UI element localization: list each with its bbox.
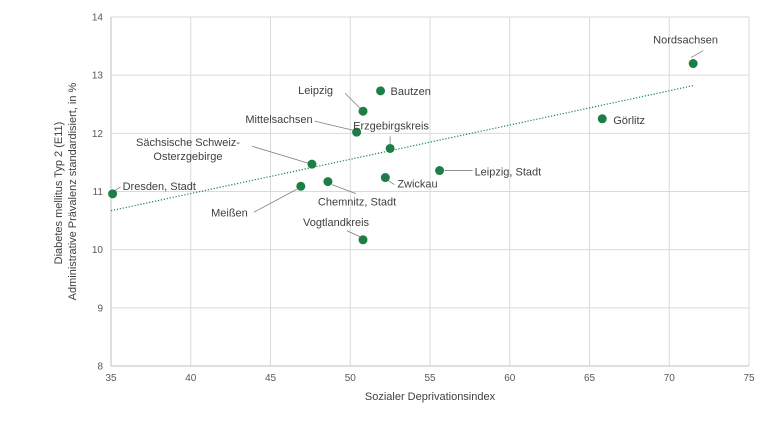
data-point xyxy=(435,166,445,176)
y-axis-title-line-1: Diabetes mellitus Typ 2 (E11) xyxy=(53,122,65,265)
point-label: Chemnitz, Stadt xyxy=(318,197,396,209)
label-leader-line xyxy=(690,50,704,58)
label-leader-line xyxy=(346,230,361,238)
x-tick-label: 70 xyxy=(664,373,676,384)
point-label-line: Osterzgebirge xyxy=(153,151,222,163)
data-point xyxy=(597,114,607,124)
point-label-line: Zwickau xyxy=(397,179,437,191)
point-label: Bautzen xyxy=(391,86,431,98)
point-label: Mittelsachsen xyxy=(245,114,312,126)
trendline-layer xyxy=(110,85,694,212)
y-tick-label: 13 xyxy=(92,71,104,82)
data-point xyxy=(358,106,368,116)
point-label: Görlitz xyxy=(613,115,645,127)
point-label-line: Görlitz xyxy=(613,115,645,127)
data-point xyxy=(352,127,362,137)
point-label: Erzgebirgskreis xyxy=(353,120,429,132)
data-point xyxy=(376,86,386,96)
data-points xyxy=(108,59,698,245)
point-label: Leipzig, Stadt xyxy=(475,167,542,179)
point-label: Dresden, Stadt xyxy=(123,181,196,193)
label-leader-line xyxy=(314,120,353,131)
point-label: Nordsachsen xyxy=(653,35,718,47)
point-label: Vogtlandkreis xyxy=(303,217,370,229)
data-point xyxy=(108,189,118,199)
y-tick-label: 10 xyxy=(92,245,104,256)
point-label-line: Leipzig, Stadt xyxy=(475,167,542,179)
gridlines xyxy=(110,16,750,367)
point-label-line: Mittelsachsen xyxy=(245,114,312,126)
y-tick-label: 12 xyxy=(92,129,104,140)
point-label-line: Erzgebirgskreis xyxy=(353,120,429,132)
y-axis-title-line-2: Administrative Prävalenz standardisiert,… xyxy=(67,82,79,300)
point-label-line: Meißen xyxy=(211,207,248,219)
label-leader-line xyxy=(253,188,297,213)
x-tick-label: 45 xyxy=(265,373,277,384)
point-labels: Nordsachsen Bautzen Leipzig Mittelsachsen Er… xyxy=(123,35,718,229)
x-axis-title: Sozialer Deprivationsindex xyxy=(365,391,496,403)
point-label: Zwickau xyxy=(397,179,437,191)
x-tick-label: 60 xyxy=(504,373,516,384)
tick-labels: 8 9 10 11 12 13 14 35 40 45 50 55 60 65 70 75 xyxy=(92,13,755,385)
point-label: Meißen xyxy=(211,207,248,219)
y-axis-title: Diabetes mellitus Typ 2 (E11) Administra… xyxy=(53,82,79,300)
point-label: Leipzig xyxy=(298,85,333,97)
x-tick-label: 75 xyxy=(743,373,755,384)
y-tick-label: 11 xyxy=(93,187,104,198)
label-leader-line xyxy=(251,145,309,164)
label-leader-line xyxy=(344,92,361,109)
data-point xyxy=(385,143,395,153)
point-label-line: Leipzig xyxy=(298,85,333,97)
x-tick-label: 55 xyxy=(424,373,436,384)
label-leaders xyxy=(114,50,704,238)
point-label-line: Nordsachsen xyxy=(653,35,718,47)
data-point xyxy=(380,173,390,183)
point-label-line: Vogtlandkreis xyxy=(303,217,370,229)
y-tick-label: 14 xyxy=(92,13,104,24)
data-point xyxy=(307,159,317,169)
data-point xyxy=(296,181,306,191)
y-tick-label: 8 xyxy=(97,362,103,373)
x-tick-label: 35 xyxy=(105,373,117,384)
data-point xyxy=(688,59,698,69)
point-label-line: Chemnitz, Stadt xyxy=(318,197,396,209)
point-label: Sächsische Schweiz- Osterzgebirge xyxy=(136,137,240,163)
y-tick-label: 9 xyxy=(97,303,103,314)
data-point xyxy=(358,235,368,245)
x-tick-label: 40 xyxy=(185,373,197,384)
point-label-line: Dresden, Stadt xyxy=(123,181,196,193)
trendline xyxy=(110,85,694,212)
data-point xyxy=(323,177,333,187)
x-tick-label: 50 xyxy=(345,373,357,384)
point-label-line: Sächsische Schweiz- xyxy=(136,137,240,149)
x-tick-label: 65 xyxy=(584,373,596,384)
point-label-line: Bautzen xyxy=(391,86,431,98)
label-leader-line xyxy=(114,186,121,192)
label-leader-line xyxy=(388,180,395,185)
label-leader-line xyxy=(331,184,357,194)
